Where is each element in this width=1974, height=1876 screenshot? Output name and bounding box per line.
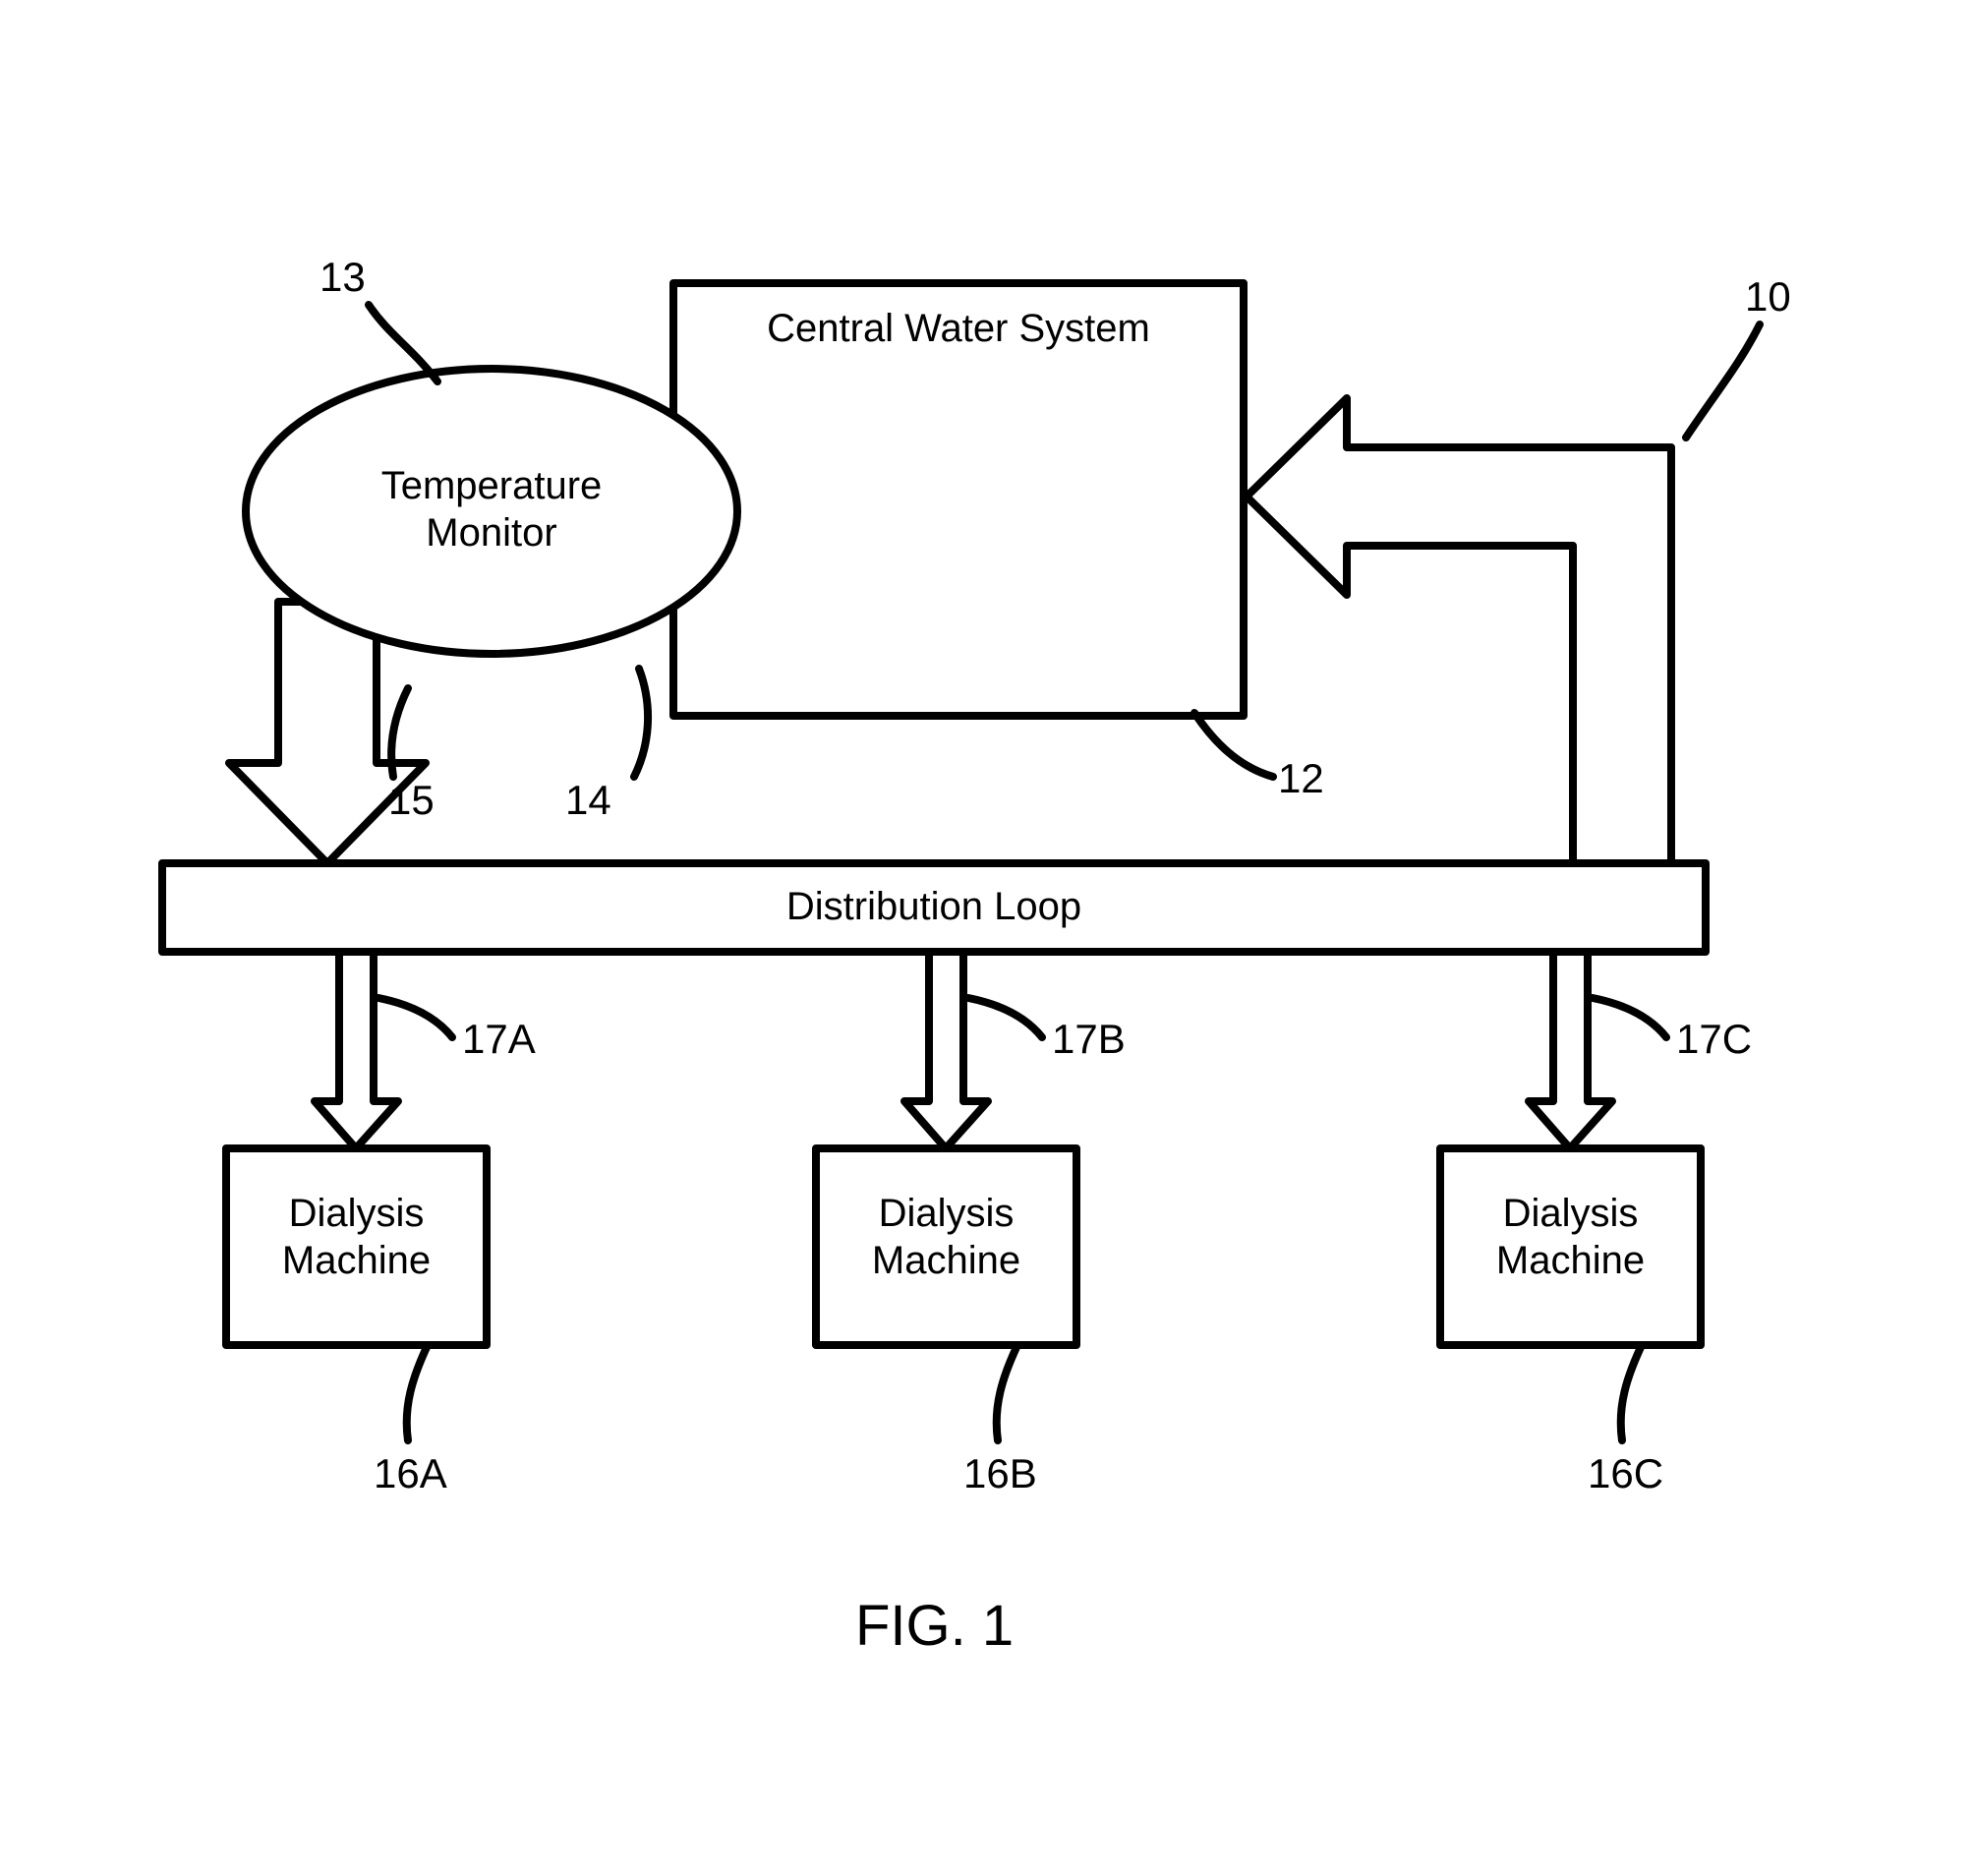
refnum-12: 12 — [1278, 755, 1324, 802]
temp-monitor-line2: Monitor — [426, 511, 556, 555]
central-water-label: Central Water System — [673, 305, 1244, 352]
refnum-10: 10 — [1745, 273, 1791, 321]
arrow-17c — [1529, 952, 1612, 1148]
refnum-16c: 16C — [1588, 1450, 1663, 1497]
dialysis-c-label: Dialysis Machine — [1440, 1190, 1701, 1284]
figure-caption: FIG. 1 — [855, 1593, 1014, 1659]
dialysis-c-line1: Dialysis — [1503, 1192, 1639, 1235]
dialysis-a-line2: Machine — [282, 1239, 431, 1282]
leader-17c — [1593, 998, 1666, 1037]
dist-loop-label: Distribution Loop — [162, 883, 1706, 930]
refnum-17c: 17C — [1676, 1016, 1752, 1063]
refnum-15: 15 — [388, 777, 435, 824]
refnum-17a: 17A — [462, 1016, 536, 1063]
dialysis-c-line2: Machine — [1496, 1239, 1645, 1282]
diagram-root: Central Water System Temperature Monitor… — [0, 0, 1974, 1876]
leader-17a — [378, 998, 452, 1037]
leader-12 — [1194, 713, 1273, 777]
leader-16a — [407, 1345, 428, 1440]
leader-16c — [1621, 1345, 1642, 1440]
leader-13 — [369, 305, 437, 381]
temp-monitor-line1: Temperature — [381, 464, 603, 507]
leader-14 — [634, 669, 648, 777]
dialysis-a-line1: Dialysis — [289, 1192, 425, 1235]
leader-17b — [968, 998, 1042, 1037]
leader-10 — [1686, 324, 1760, 438]
refnum-17b: 17B — [1052, 1016, 1126, 1063]
arrow-17a — [315, 952, 398, 1148]
dialysis-b-line1: Dialysis — [879, 1192, 1015, 1235]
temp-monitor-label: Temperature Monitor — [295, 462, 688, 557]
refnum-14: 14 — [565, 777, 611, 824]
dialysis-b-line2: Machine — [872, 1239, 1020, 1282]
dialysis-b-label: Dialysis Machine — [816, 1190, 1076, 1284]
arrow-17b — [904, 952, 988, 1148]
leader-16b — [997, 1345, 1017, 1440]
refnum-16a: 16A — [374, 1450, 447, 1497]
dialysis-a-label: Dialysis Machine — [226, 1190, 487, 1284]
refnum-16b: 16B — [963, 1450, 1037, 1497]
refnum-13: 13 — [319, 254, 366, 301]
